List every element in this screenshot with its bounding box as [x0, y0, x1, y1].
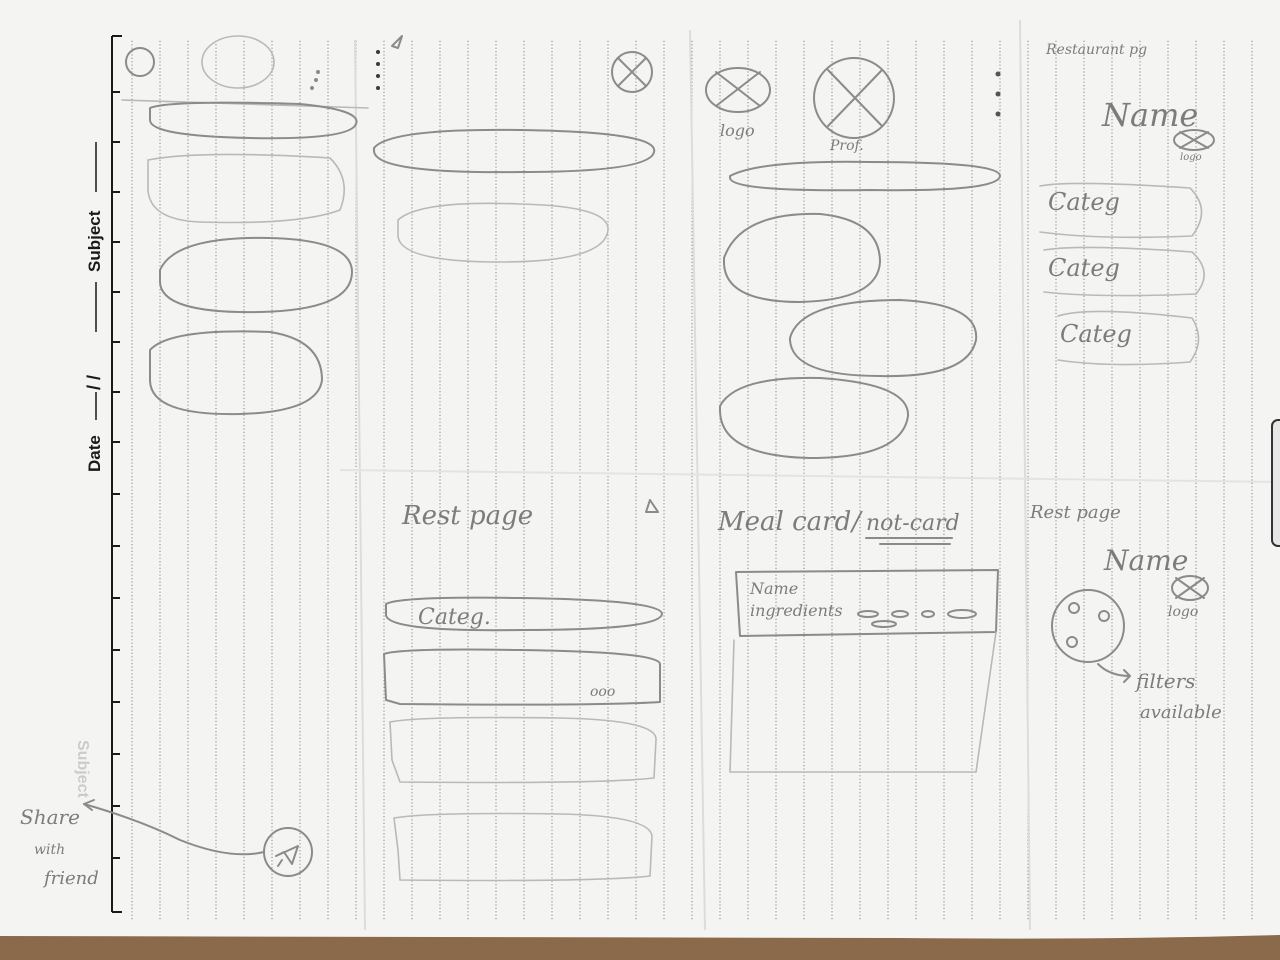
date-label: Date	[85, 435, 104, 472]
profile-label: Prof.	[829, 138, 864, 154]
filters-note-line2: available	[1140, 702, 1222, 723]
restaurant-row	[383, 648, 661, 706]
restaurant-name: Name	[1103, 544, 1188, 577]
feed-card	[149, 330, 323, 416]
share-icon	[645, 499, 659, 513]
row-dots: ooo	[590, 684, 615, 700]
logo-placeholder	[705, 67, 771, 113]
restaurant-name: Name	[1101, 96, 1198, 134]
placeholder-image	[611, 51, 653, 93]
search-bar	[729, 160, 1001, 192]
sketch-rest-page-categories: Rest page Categ. ooo	[383, 499, 663, 882]
margin-rule	[111, 35, 122, 913]
category-row	[1043, 246, 1205, 297]
search-bar	[149, 101, 358, 140]
category-label: Categ	[1048, 254, 1120, 282]
restaurant-row	[389, 716, 657, 784]
category-label: Categ	[1060, 320, 1132, 348]
filters-note-line1: filters	[1134, 669, 1195, 693]
sketch-restaurant-list	[372, 35, 656, 263]
subject-label: Subject	[85, 210, 104, 272]
sketch-profile: logo Prof.	[705, 57, 1001, 459]
arrow-head	[83, 799, 95, 811]
category-pill-label: Categ.	[418, 605, 491, 630]
fold-line	[689, 29, 706, 931]
perforation-holes	[25, 941, 1265, 951]
avatar-circle	[125, 47, 155, 77]
annotation-arrow	[1097, 663, 1131, 683]
meal-card-separator: /	[849, 507, 863, 537]
annotation-arrow	[83, 803, 265, 856]
search-bar	[372, 128, 656, 174]
filter-circle	[1051, 589, 1125, 663]
svg-text:Subject: Subject	[74, 740, 91, 798]
category-label: Categ	[1048, 188, 1120, 216]
show-through-text: Subject	[74, 740, 91, 798]
fold-line	[354, 39, 366, 931]
profile-placeholder	[813, 57, 895, 139]
date-slashes: / /	[84, 375, 104, 390]
sketch-rest-page-filters: Rest page Name logo filters available	[1029, 502, 1222, 723]
annotation-share: Share	[20, 805, 80, 829]
category-pill	[385, 596, 663, 632]
profile-card	[789, 299, 978, 378]
meal-card-alt-title: not-card	[866, 511, 960, 536]
logo-label: logo	[1180, 152, 1202, 163]
category-row	[1057, 310, 1200, 366]
annotation-friend: friend	[42, 868, 99, 889]
more-dots-icon	[310, 70, 320, 90]
printed-header: Date / / Subject	[84, 142, 104, 472]
restaurant-card	[397, 202, 609, 263]
send-icon	[391, 35, 403, 49]
logo-placeholder	[1173, 129, 1215, 151]
binder-clip	[1271, 419, 1280, 547]
filter-options	[1066, 602, 1110, 648]
fold-line	[1019, 19, 1031, 931]
rest-page-title: Rest page	[1029, 502, 1121, 523]
sketch-restaurant-page: Restaurant pg Name logo Categ Categ Cate…	[1039, 42, 1215, 366]
feed-card	[158, 236, 353, 314]
ingredient-icons	[857, 609, 977, 628]
meal-card-title: Meal card	[717, 507, 851, 537]
profile-card	[723, 212, 881, 303]
meal-card-container	[729, 631, 997, 773]
category-row	[1039, 182, 1203, 239]
paper-plane-icon	[275, 845, 299, 867]
profile-circle	[201, 35, 275, 89]
more-dots-icon	[995, 71, 1001, 117]
logo-label: logo	[1168, 604, 1198, 620]
feed-card	[147, 153, 346, 224]
meal-card-name: Name	[749, 579, 798, 598]
fold-line	[339, 469, 1280, 483]
sketch-meal-card: Meal card / not-card Name ingredients	[717, 507, 999, 773]
rest-page-title: Rest page	[401, 501, 533, 531]
profile-card	[719, 376, 910, 459]
restaurant-row	[393, 812, 653, 882]
logo-label: logo	[720, 121, 755, 140]
meal-card-ingredients: ingredients	[750, 601, 843, 620]
restaurant-page-title: Restaurant pg	[1045, 42, 1147, 58]
logo-placeholder	[1171, 575, 1209, 601]
vertical-dots-icon	[376, 50, 380, 90]
annotation-with: with	[34, 842, 65, 858]
sketch-home-screen: Share with friend	[20, 35, 369, 889]
